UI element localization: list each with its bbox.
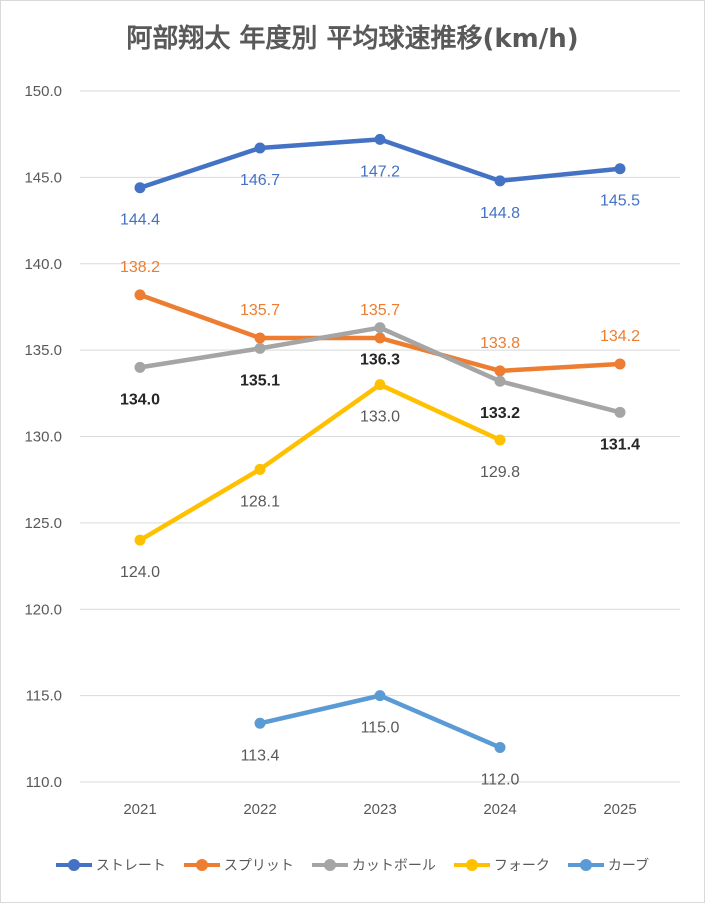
data-label: 133.2 xyxy=(480,405,520,422)
y-tick-label: 145.0 xyxy=(24,169,62,186)
legend-label: ストレート xyxy=(95,858,166,874)
series-points xyxy=(134,133,626,753)
data-label: 136.3 xyxy=(360,352,400,369)
data-point xyxy=(614,406,626,418)
legend-item: スプリット xyxy=(183,855,294,875)
data-point xyxy=(374,379,386,391)
data-label: 115.0 xyxy=(361,720,400,737)
data-label: 124.0 xyxy=(120,564,160,581)
data-label: 129.8 xyxy=(480,464,520,481)
data-point xyxy=(614,163,626,175)
data-point xyxy=(494,434,506,446)
legend-label: カットボール xyxy=(351,858,436,874)
data-point xyxy=(374,133,386,145)
data-label: 133.0 xyxy=(360,409,400,426)
gridlines xyxy=(80,90,680,783)
y-tick-label: 125.0 xyxy=(24,515,62,532)
data-label: 135.1 xyxy=(240,372,280,389)
y-axis-tick-labels: 110.0 115.0 120.0 125.0 130.0 135.0 140.0 145.0… xyxy=(24,83,62,791)
x-tick-label: 2021 xyxy=(123,801,156,818)
data-label: 131.4 xyxy=(600,436,640,453)
data-label: 146.7 xyxy=(240,172,280,189)
y-tick-label: 150.0 xyxy=(24,83,62,100)
data-label: 112.0 xyxy=(481,771,520,788)
x-tick-label: 2025 xyxy=(603,801,636,818)
legend-label: フォーク xyxy=(493,858,550,874)
data-label: 133.8 xyxy=(480,335,520,352)
series-line xyxy=(137,382,503,543)
y-tick-label: 130.0 xyxy=(24,429,62,446)
data-point xyxy=(614,358,626,370)
data-label: 144.4 xyxy=(120,212,160,229)
legend-marker xyxy=(453,859,490,871)
legend-marker xyxy=(183,859,220,871)
x-tick-label: 2022 xyxy=(243,801,276,818)
y-tick-label: 115.0 xyxy=(26,688,62,705)
data-point xyxy=(374,322,386,334)
y-tick-label: 140.0 xyxy=(24,256,62,273)
legend-marker xyxy=(55,859,92,871)
data-label: 147.2 xyxy=(360,163,400,180)
x-tick-label: 2023 xyxy=(363,801,396,818)
legend-item: カーブ xyxy=(567,855,650,875)
y-tick-label: 110.0 xyxy=(26,774,62,791)
data-label: 134.0 xyxy=(120,391,160,408)
data-label: 135.7 xyxy=(360,302,400,319)
data-point xyxy=(134,534,146,546)
series-lines xyxy=(137,137,623,750)
legend-label: カーブ xyxy=(607,858,650,874)
data-point xyxy=(374,690,386,702)
legend-item: カットボール xyxy=(311,855,436,875)
data-point xyxy=(254,463,266,475)
legend-label: スプリット xyxy=(223,858,294,874)
data-point xyxy=(374,332,386,344)
data-point xyxy=(134,289,146,301)
y-tick-label: 135.0 xyxy=(24,342,62,359)
data-labels: 144.4 146.7 147.2 144.8 145.5 138.2 135.7 135.7… xyxy=(120,163,640,788)
x-axis-tick-labels: 2021 2022 2023 2024 2025 xyxy=(123,801,636,818)
legend-item: フォーク xyxy=(453,855,550,875)
y-tick-label: 120.0 xyxy=(24,601,62,618)
data-point xyxy=(494,741,506,753)
data-point xyxy=(494,365,506,377)
data-label: 135.7 xyxy=(240,302,280,319)
data-label: 138.2 xyxy=(120,259,160,276)
data-point xyxy=(134,361,146,373)
data-label: 113.4 xyxy=(241,747,280,764)
data-label: 134.2 xyxy=(600,328,640,345)
data-point xyxy=(254,332,266,344)
data-label: 145.5 xyxy=(600,193,640,210)
data-point xyxy=(134,182,146,194)
data-point xyxy=(494,175,506,187)
data-point xyxy=(254,142,266,154)
chart-title: 阿部翔太 年度別 平均球速推移(km/h) xyxy=(126,24,579,54)
x-tick-label: 2024 xyxy=(483,801,516,818)
legend-marker xyxy=(567,859,604,871)
legend-item: ストレート xyxy=(55,855,166,875)
data-point xyxy=(254,342,266,354)
legend: ストレート スプリット カットボール フォーク カーブ xyxy=(0,855,705,875)
legend-marker xyxy=(311,859,348,871)
data-point xyxy=(254,717,266,729)
data-label: 144.8 xyxy=(480,205,520,222)
data-point xyxy=(494,375,506,387)
data-label: 128.1 xyxy=(240,493,280,510)
